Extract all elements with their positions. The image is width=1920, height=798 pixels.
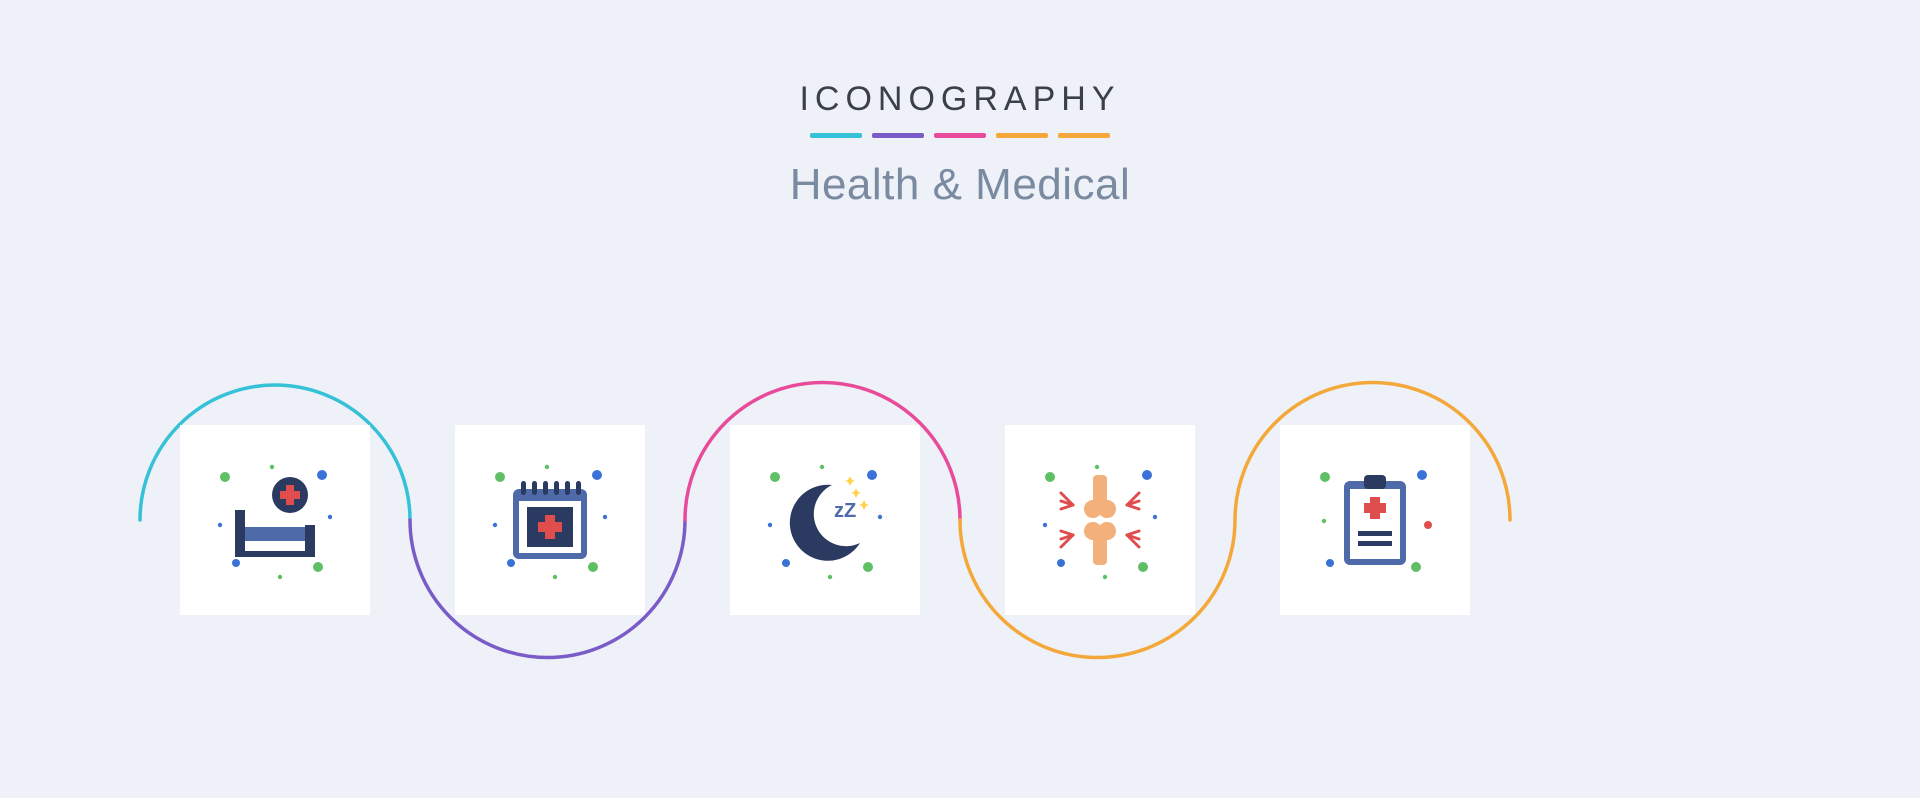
underline-seg xyxy=(810,133,862,138)
sleep-moon-icon: zZ xyxy=(760,455,890,585)
icon-card xyxy=(1280,425,1470,615)
icon-card xyxy=(455,425,645,615)
bone-joint-icon xyxy=(1035,455,1165,585)
icon-stage: zZ xyxy=(0,310,1920,730)
medical-calendar-icon xyxy=(485,455,615,585)
icon-card: zZ xyxy=(730,425,920,615)
brand-label: ICONOGRAPHY xyxy=(0,80,1920,119)
brand-underline xyxy=(0,133,1920,138)
icon-card xyxy=(1005,425,1195,615)
page-title: Health & Medical xyxy=(0,160,1920,210)
hospital-bed-icon xyxy=(210,455,340,585)
underline-seg xyxy=(996,133,1048,138)
header: ICONOGRAPHY Health & Medical xyxy=(0,0,1920,210)
medical-clipboard-icon xyxy=(1310,455,1440,585)
svg-text:zZ: zZ xyxy=(834,500,856,522)
underline-seg xyxy=(872,133,924,138)
underline-seg xyxy=(934,133,986,138)
underline-seg xyxy=(1058,133,1110,138)
icon-card xyxy=(180,425,370,615)
